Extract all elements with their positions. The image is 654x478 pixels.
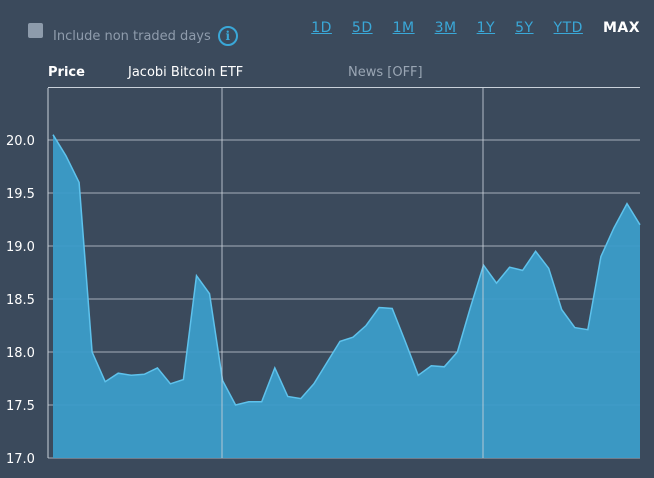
range-5y-button[interactable]: 5Y bbox=[515, 20, 534, 36]
range-5d-button[interactable]: 5D bbox=[351, 20, 373, 36]
y-tick-label: 20.0 bbox=[6, 134, 35, 149]
y-tick-label: 17.0 bbox=[6, 452, 35, 467]
include-non-traded-days-checkbox[interactable] bbox=[28, 22, 43, 38]
range-ytd-button[interactable]: YTD bbox=[553, 20, 583, 36]
include-non-traded-days-label: Include non traded days bbox=[53, 28, 211, 44]
y-tick-label: 18.5 bbox=[6, 293, 35, 308]
price-area bbox=[53, 134, 640, 458]
price-line bbox=[52, 134, 641, 406]
y-tick-label: 19.0 bbox=[6, 240, 35, 255]
include-non-traded-days-toggle[interactable]: Include non traded days i bbox=[28, 20, 238, 46]
range-3m-button[interactable]: 3M bbox=[434, 20, 457, 36]
chart-header: Price Jacobi Bitcoin ETF News [OFF] bbox=[48, 65, 640, 88]
price-label: Price bbox=[48, 65, 85, 80]
time-range-selector: 1D 5D 1M 3M 1Y 5Y YTD MAX bbox=[291, 20, 640, 36]
info-icon[interactable]: i bbox=[217, 26, 238, 46]
news-toggle[interactable]: News [OFF] bbox=[348, 65, 423, 80]
range-1y-button[interactable]: 1Y bbox=[476, 20, 496, 36]
fund-name: Jacobi Bitcoin ETF bbox=[128, 65, 244, 80]
range-1m-button[interactable]: 1M bbox=[392, 20, 415, 36]
y-tick-label: 19.5 bbox=[6, 187, 35, 202]
range-1d-button[interactable]: 1D bbox=[311, 20, 332, 36]
y-tick-label: 17.5 bbox=[6, 399, 35, 414]
y-tick-label: 18.0 bbox=[6, 346, 35, 361]
range-max-button[interactable]: MAX bbox=[602, 20, 640, 36]
